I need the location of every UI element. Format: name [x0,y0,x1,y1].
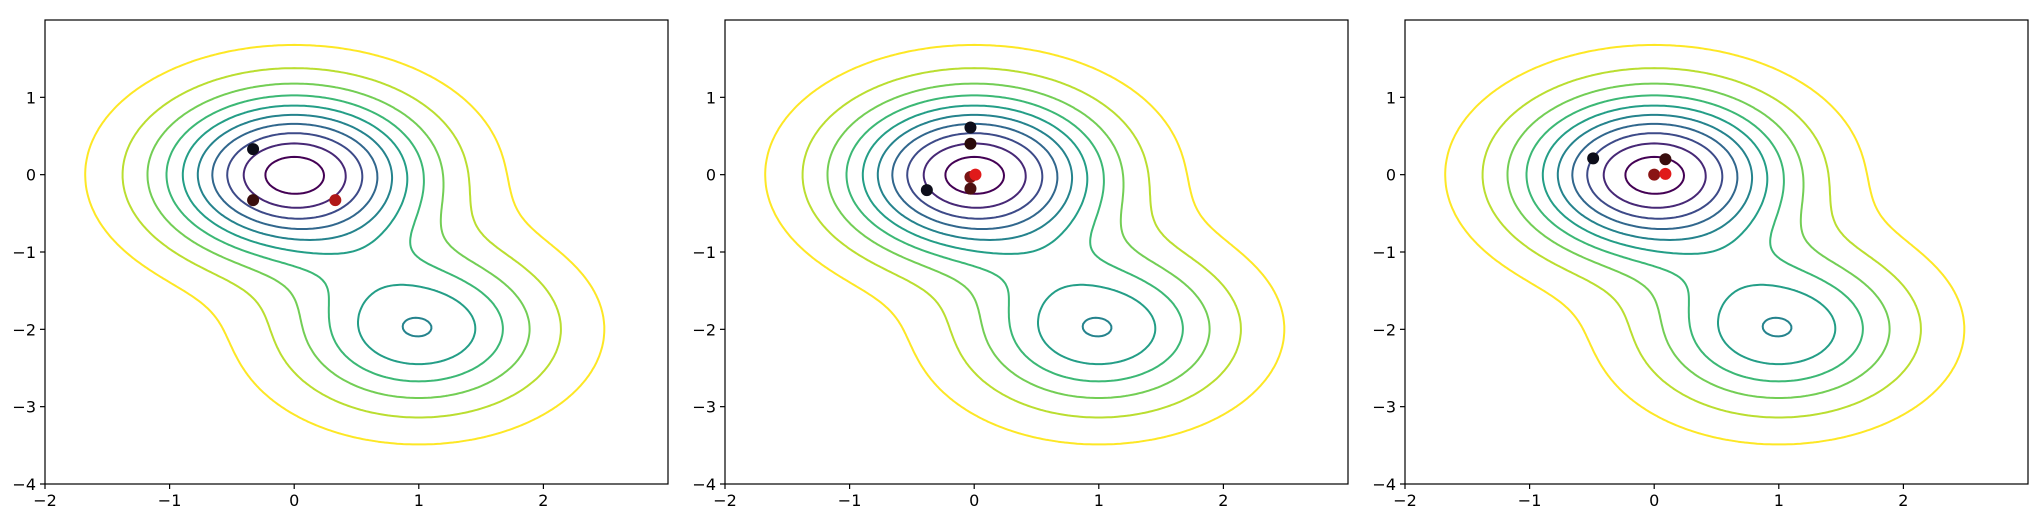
scatter-point [964,121,977,134]
y-tick-label: −2 [1372,320,1396,339]
scatter-point [1659,167,1672,180]
y-tick-label: −3 [12,398,36,417]
contour-level-3 [906,132,1044,220]
x-tick-label: −1 [1518,491,1542,510]
contour-level-2 [1602,142,1707,209]
contour-lines [764,43,1286,446]
x-tick-label: 2 [1218,491,1228,510]
contour-level-6 [861,104,1157,366]
x-tick-label: 0 [1649,491,1659,510]
contour-level-7 [1525,94,1864,383]
y-tick-label: −1 [692,243,716,262]
contour-level-1 [944,155,1005,195]
contour-lines [84,43,606,446]
contour-level-10 [84,43,606,446]
scatter-point [329,194,342,207]
y-tick-label: 0 [706,166,716,185]
scatter-point [1587,152,1600,165]
scatter-point [1648,168,1661,181]
scatter-point [969,168,982,181]
y-tick-label: −4 [1372,475,1396,494]
subplot-1: −2 −1 0 1 2 −4 −3 −2 −1 0 1 [12,19,669,510]
y-tick-label: −1 [12,243,36,262]
contour-level-8 [146,82,531,399]
scatter-point [247,194,260,207]
contour-level-3 [1586,132,1724,220]
contour-level-4 [891,122,1059,230]
scatter-point [920,184,933,197]
contour-level-8 [826,82,1211,399]
y-tick-label: −3 [692,398,716,417]
contour-level-1 [264,155,325,195]
contour-level-5 [196,113,433,338]
x-tick-label: 1 [1774,491,1784,510]
y-tick-label: −1 [1372,243,1396,262]
contour-level-4 [211,122,379,230]
axes-frame [44,19,669,485]
y-tick-label: 1 [26,88,36,107]
contour-level-5 [876,113,1113,338]
x-tick-label: 2 [1898,491,1908,510]
x-tick-label: −2 [1393,491,1417,510]
contour-level-7 [165,94,504,383]
scatter-point [964,137,977,150]
contour-level-7 [845,94,1184,383]
scatter-point [247,143,260,156]
contour-level-8 [1506,82,1891,399]
y-tick-label: 1 [706,88,716,107]
contour-level-1 [1624,155,1685,195]
y-tick-label: 0 [1386,166,1396,185]
contour-level-9 [1481,67,1922,419]
contour-level-6 [181,104,477,366]
x-tick-label: −2 [713,491,737,510]
axes-frame [1404,19,2029,485]
scatter-point [964,182,977,195]
y-tick-label: −3 [1372,398,1396,417]
x-tick-label: 1 [1094,491,1104,510]
y-tick-label: −4 [692,475,716,494]
contour-level-2 [242,142,347,209]
x-tick-label: 0 [289,491,299,510]
y-tick-label: 1 [1386,88,1396,107]
x-tick-label: −2 [33,491,57,510]
contour-level-5 [1556,113,1793,338]
contour-level-9 [801,67,1242,419]
contour-lines [1444,43,1966,446]
x-tick-label: 0 [969,491,979,510]
contour-level-3 [226,132,364,220]
contour-level-9 [121,67,562,419]
axes-frame [724,19,1349,485]
subplot-3: −2 −1 0 1 2 −4 −3 −2 −1 0 1 [1372,19,2029,510]
contour-level-10 [1444,43,1966,446]
y-tick-label: −2 [692,320,716,339]
contour-level-6 [1541,104,1837,366]
y-tick-label: −2 [12,320,36,339]
contour-level-10 [764,43,1286,446]
contour-level-2 [922,142,1027,209]
subplot-2: −2 −1 0 1 2 −4 −3 −2 −1 0 1 [692,19,1349,510]
y-tick-label: −4 [12,475,36,494]
x-tick-label: 1 [414,491,424,510]
scatter-point [1659,153,1672,166]
y-tick-label: 0 [26,166,36,185]
x-tick-label: −1 [158,491,182,510]
x-tick-label: 2 [538,491,548,510]
contour-level-4 [1571,122,1739,230]
x-tick-label: −1 [838,491,862,510]
